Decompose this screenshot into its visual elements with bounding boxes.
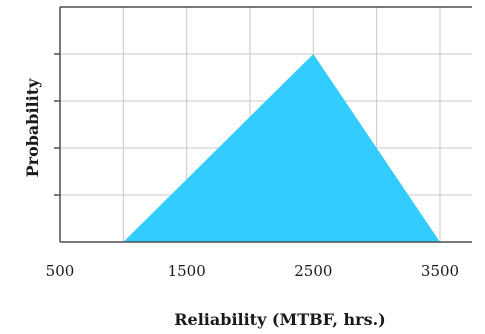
x-axis-label: Reliability (MTBF, hrs.) [174,310,386,329]
axes [54,6,472,243]
x-tick-labels: 500 1500 2500 3500 [46,262,459,280]
x-tick-label: 1500 [168,262,206,280]
x-tick-label: 3500 [421,262,459,280]
x-tick-label: 2500 [294,262,332,280]
series-layer [123,54,441,242]
x-tick-label: 500 [46,262,75,280]
y-axis-label: Probability [23,78,42,178]
series-area-1 [123,54,441,242]
